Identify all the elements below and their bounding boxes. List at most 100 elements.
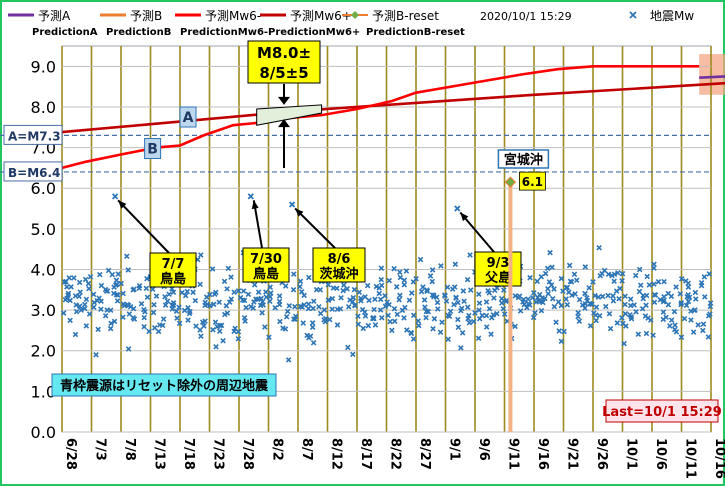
scatter-point (401, 277, 408, 284)
scatter-point (190, 289, 196, 296)
scatter-point (267, 293, 273, 300)
scatter-point (166, 291, 172, 298)
scatter-point (115, 271, 121, 277)
scatter-point (216, 299, 222, 305)
scatter-point (438, 263, 444, 269)
y-tick-label-8: 8.0 (31, 98, 56, 117)
scatter-point (706, 271, 713, 277)
scatter-point (76, 303, 83, 309)
scatter-point (611, 278, 617, 285)
scatter-point (596, 313, 603, 319)
event-place-2: 茨城沖 (319, 266, 358, 282)
scatter-point (476, 300, 483, 306)
scatter-point (530, 314, 537, 321)
scatter-point (83, 323, 90, 329)
x-tick-label-13: 9/1 (447, 438, 462, 461)
scatter-point (698, 279, 705, 286)
scatter-point (402, 304, 408, 311)
event-arrowhead-2 (295, 208, 304, 217)
scatter-point (350, 351, 356, 358)
scatter-point (582, 264, 589, 270)
event-box-2 (312, 247, 366, 283)
scatter-point (162, 294, 168, 300)
scatter-point (685, 280, 692, 287)
x-tick-label-6: 7/28 (240, 438, 255, 470)
scatter-point (475, 335, 482, 341)
scatter-point (569, 292, 575, 298)
scatter-point (136, 283, 143, 289)
scatter-point (637, 282, 644, 289)
scatter-point (316, 304, 322, 310)
scatter-point (291, 316, 297, 322)
scatter-point (458, 345, 464, 351)
scatter-point (539, 295, 545, 301)
scatter-point (201, 323, 207, 329)
scatter-point (245, 291, 252, 298)
scatter-point (452, 261, 459, 267)
legend-label-0: 予測A (38, 9, 71, 23)
scatter-point (556, 328, 562, 334)
scatter-point (479, 312, 485, 319)
scatter-point (663, 314, 669, 321)
scatter-point (272, 304, 278, 311)
scatter-point (529, 295, 536, 301)
scatter-point (355, 321, 362, 327)
scatter-point (417, 256, 424, 263)
scatter-point (243, 304, 249, 311)
event-place-0: 鳥島 (160, 271, 186, 287)
scatter-point (622, 310, 629, 317)
scatter-point (120, 290, 126, 297)
scatter-point (378, 282, 385, 289)
scatter-point (651, 265, 657, 271)
scatter-point (242, 318, 248, 324)
scatter-point (683, 302, 690, 309)
scatter-point (286, 302, 293, 309)
scatter-point (617, 285, 623, 292)
scatter-point (685, 298, 692, 305)
scatter-point (378, 276, 384, 283)
scatter-point (95, 326, 101, 333)
scatter-point (113, 291, 120, 298)
forecast-band (699, 54, 725, 95)
scatter-point (651, 291, 658, 298)
scatter-point (126, 311, 133, 317)
scatter-point (549, 264, 555, 271)
point-b-label: B (147, 142, 158, 158)
scatter-point (476, 307, 482, 313)
scatter-point (453, 294, 459, 301)
scatter-point (437, 329, 444, 336)
scatter-point (263, 289, 269, 295)
scatter-point (534, 278, 540, 285)
scatter-point (531, 290, 537, 296)
scatter-point (622, 301, 628, 308)
scatter-point (309, 324, 316, 330)
scatter-point (401, 315, 407, 321)
scatter-point (285, 357, 292, 363)
scatter-point (377, 307, 384, 313)
scatter-point (350, 294, 357, 301)
scatter-point (596, 245, 602, 251)
scatter-point (668, 317, 675, 323)
scatter-point (82, 276, 89, 283)
x-tick-label-20: 10/6 (653, 438, 668, 470)
scatter-point (87, 273, 94, 280)
scatter-point (645, 315, 651, 321)
scatter-point (410, 312, 417, 319)
x-tick-label-5: 7/23 (211, 438, 226, 470)
scatter-point (207, 291, 213, 298)
m8-arrowhead-down (278, 96, 290, 105)
scatter-point (155, 328, 162, 335)
scatter-point (701, 274, 708, 280)
scatter-point (198, 333, 204, 339)
scatter-point (592, 292, 598, 299)
scatter-point (492, 287, 498, 294)
scatter-point (109, 271, 116, 278)
scatter-point (307, 333, 314, 339)
scatter-point (466, 312, 472, 319)
scatter-point (425, 308, 432, 315)
scatter-point (422, 304, 428, 310)
scatter-point (98, 282, 105, 289)
scatter-point (130, 305, 137, 312)
scatter-point (455, 316, 461, 323)
scatter-point (391, 306, 398, 312)
